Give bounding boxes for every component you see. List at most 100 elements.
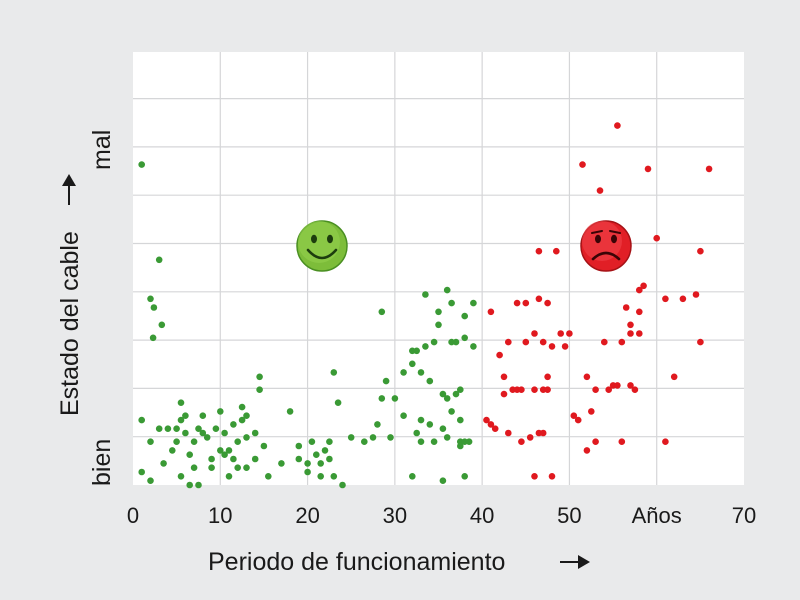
data-point-good: [417, 438, 425, 446]
data-point-good: [234, 464, 241, 472]
data-point-good: [326, 438, 333, 446]
data-point-good: [251, 429, 259, 437]
data-point-bad: [622, 304, 630, 311]
data-point-good: [225, 447, 233, 454]
data-point-good: [260, 442, 268, 450]
data-point-good: [374, 421, 381, 428]
data-point-good: [203, 434, 211, 441]
data-point-bad: [601, 338, 608, 346]
data-point-good: [461, 334, 469, 342]
data-point-good: [439, 425, 447, 433]
data-point-good: [461, 312, 469, 320]
data-point-good: [304, 460, 311, 467]
data-point-bad: [618, 338, 626, 346]
data-point-good: [339, 481, 346, 489]
data-point-good: [326, 455, 333, 463]
data-point-bad: [583, 373, 591, 381]
data-point-good: [138, 416, 145, 424]
data-point-bad: [636, 308, 643, 316]
data-point-good: [230, 421, 237, 428]
data-point-bad: [500, 390, 508, 398]
x-tick-label: Años: [632, 503, 682, 528]
data-point-good: [317, 473, 325, 480]
data-point-good: [238, 403, 246, 411]
data-point-bad: [614, 122, 621, 129]
plot-area: [133, 52, 744, 485]
data-point-good: [452, 338, 460, 346]
data-point-good: [160, 460, 167, 467]
data-point-good: [177, 416, 185, 424]
data-point-good: [361, 438, 368, 446]
data-point-good: [149, 334, 157, 342]
data-point-good: [470, 343, 477, 350]
x-axis-arrow-icon: [560, 555, 590, 569]
data-point-good: [369, 434, 377, 441]
data-point-bad: [705, 165, 713, 173]
data-point-good: [164, 425, 172, 433]
data-point-good: [409, 360, 416, 368]
data-point-good: [347, 434, 355, 441]
data-point-bad: [535, 295, 543, 303]
x-tick-labels: 0 10 20 30 40 50 Años 70: [127, 503, 756, 528]
data-point-bad: [544, 386, 551, 394]
data-point-good: [177, 399, 185, 407]
data-point-bad: [636, 286, 643, 294]
data-point-bad: [640, 282, 647, 290]
data-point-good: [413, 347, 421, 355]
data-point-bad: [574, 416, 582, 424]
data-point-bad: [496, 351, 503, 359]
data-point-good: [217, 408, 224, 415]
data-point-good: [217, 447, 224, 454]
data-point-bad: [644, 165, 652, 173]
x-tick-label: 20: [295, 503, 319, 528]
data-point-bad: [487, 421, 495, 428]
data-point-good: [208, 455, 215, 463]
x-tick-label: 70: [732, 503, 756, 528]
data-point-bad: [627, 321, 634, 329]
data-point-bad: [544, 373, 551, 381]
data-point-good: [330, 369, 338, 376]
data-point-bad: [618, 438, 626, 446]
data-point-good: [443, 434, 451, 441]
data-point-good: [158, 321, 166, 329]
data-point-good: [443, 395, 451, 402]
data-point-bad: [605, 386, 612, 394]
data-point-good: [286, 408, 294, 415]
data-point-good: [225, 473, 233, 480]
data-point-good: [295, 455, 303, 463]
data-point-bad: [518, 438, 525, 446]
data-point-good: [400, 369, 407, 376]
x-tick-label: 0: [127, 503, 139, 528]
data-point-good: [417, 369, 425, 376]
data-point-good: [230, 455, 237, 463]
data-point-bad: [627, 330, 634, 337]
data-point-good: [147, 477, 154, 485]
data-point-good: [182, 412, 189, 420]
data-point-good: [243, 412, 250, 420]
data-point-good: [382, 377, 390, 385]
data-point-bad: [548, 473, 556, 480]
data-point-bad: [548, 343, 556, 350]
data-point-good: [199, 429, 207, 437]
data-point-good: [147, 295, 154, 303]
data-point-good: [439, 477, 447, 485]
y-axis-title: Estado del cable: [56, 231, 84, 416]
smiley-face-icon: [296, 220, 348, 272]
data-point-good: [186, 451, 193, 459]
data-point-bad: [522, 299, 530, 307]
data-point-good: [212, 425, 220, 433]
data-point-good: [256, 373, 263, 381]
data-point-good: [199, 412, 207, 420]
data-point-bad: [631, 386, 639, 394]
data-point-bad: [588, 408, 595, 415]
data-point-good: [457, 442, 464, 450]
data-point-good: [295, 442, 303, 450]
data-point-bad: [583, 447, 591, 454]
data-point-bad: [679, 295, 687, 303]
data-point-bad: [522, 338, 530, 346]
data-point-good: [435, 308, 442, 316]
x-tick-label: 40: [470, 503, 494, 528]
data-point-bad: [614, 382, 621, 389]
data-point-good: [448, 408, 455, 415]
data-point-good: [321, 447, 329, 454]
